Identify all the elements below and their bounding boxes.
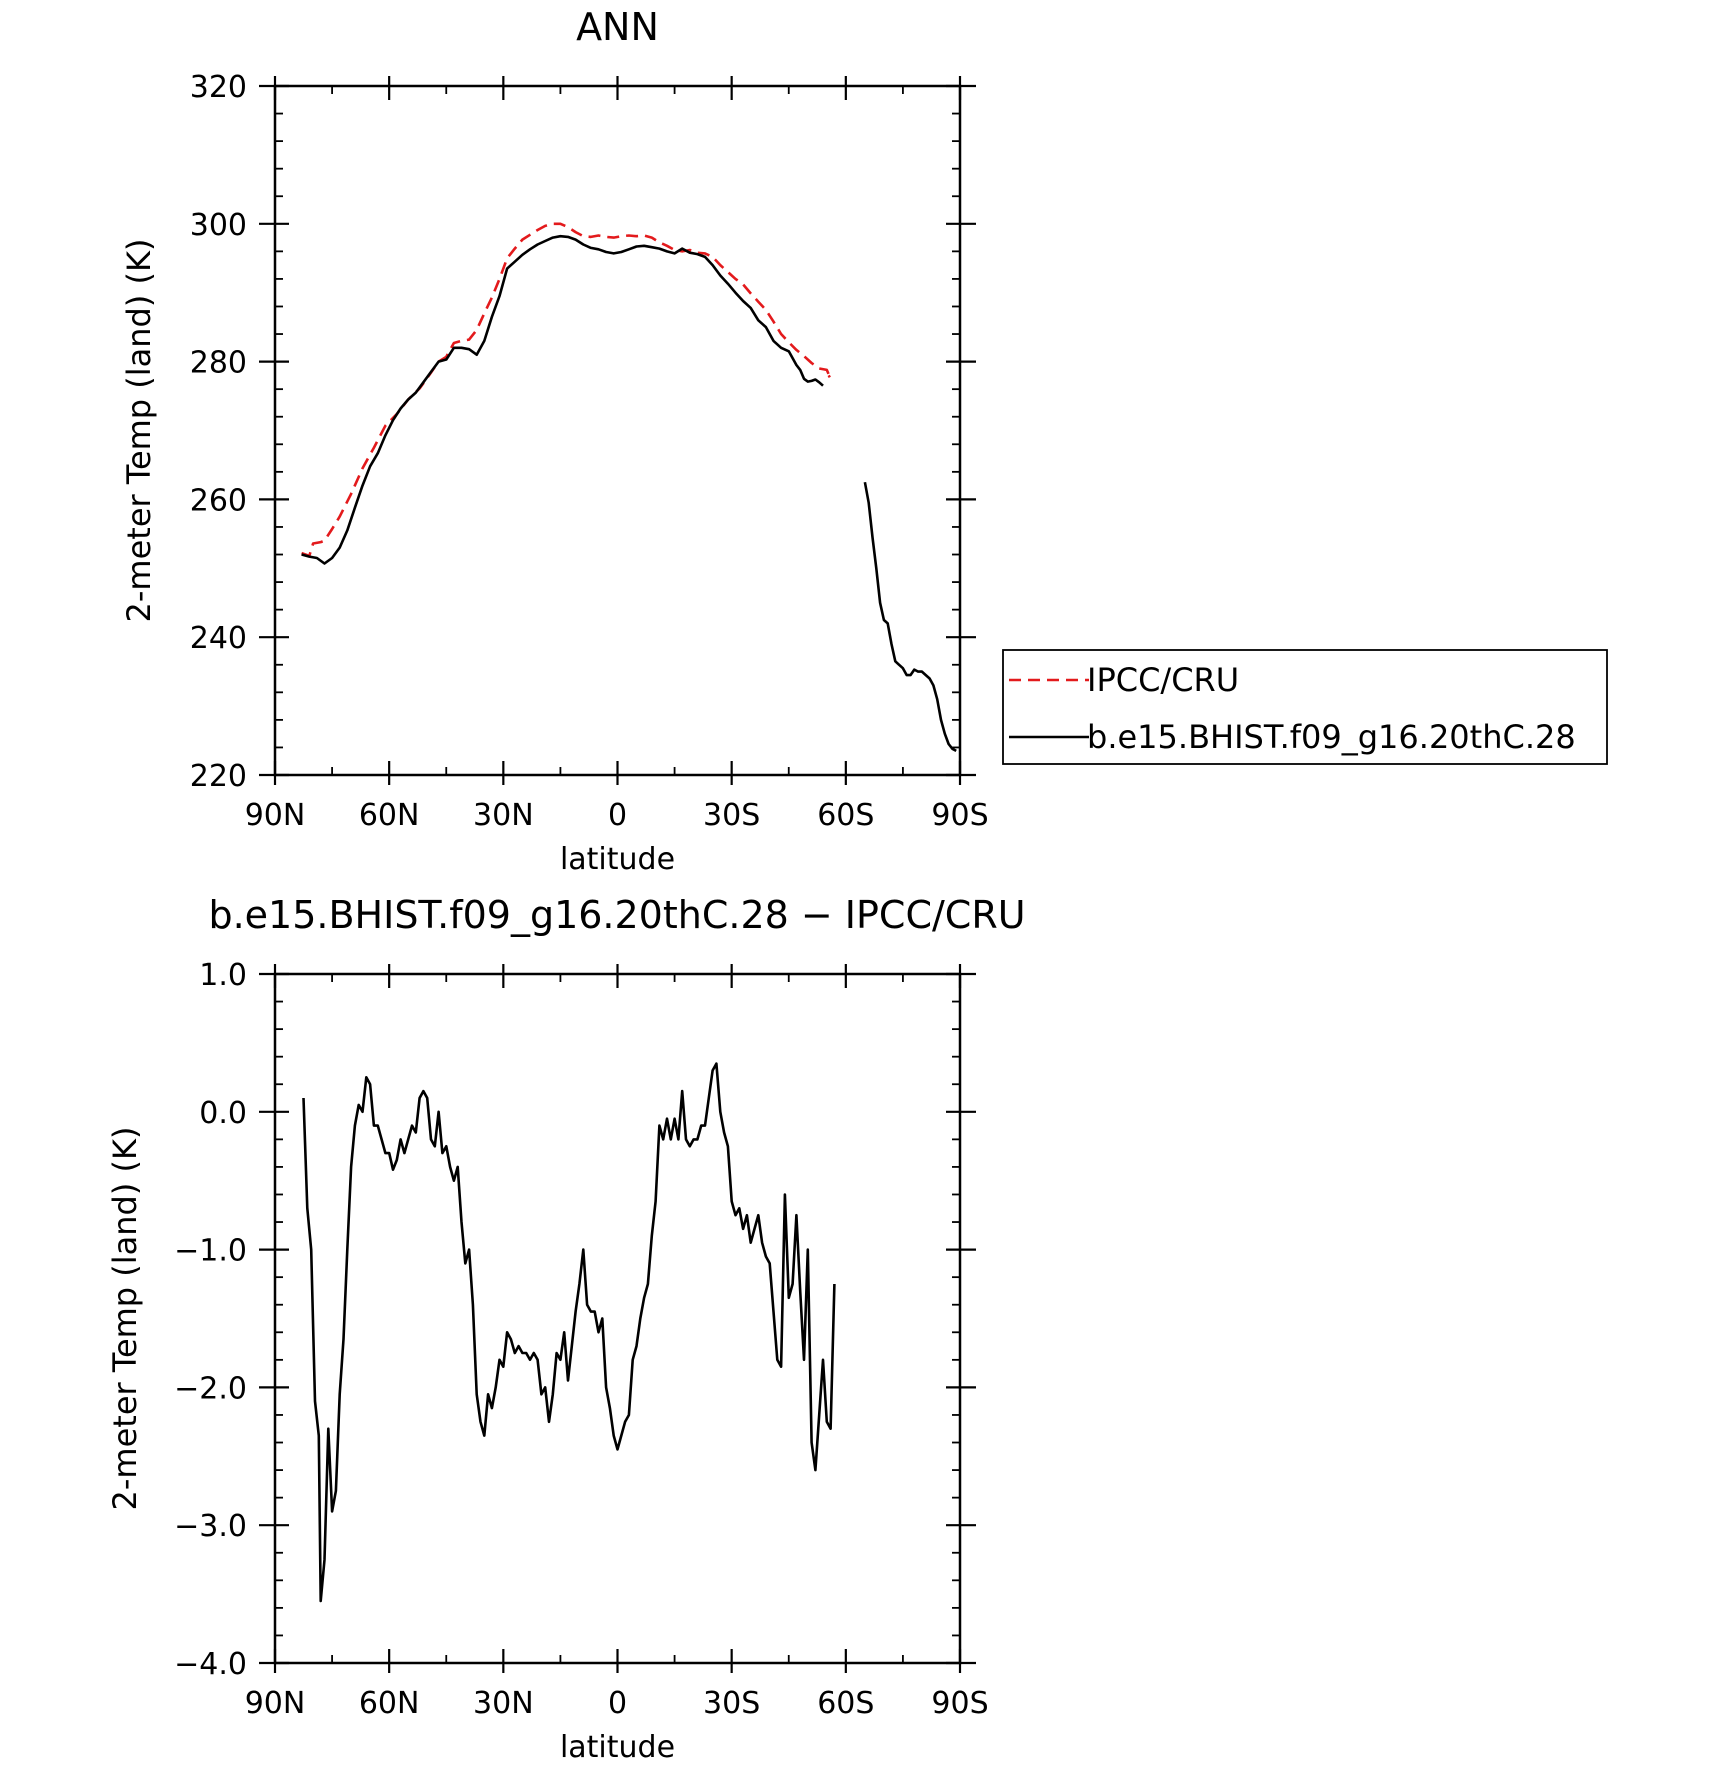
legend: IPCC/CRU b.e15.BHIST.f09_g16.20thC.28 — [1002, 649, 1608, 765]
y-tick-label: −1.0 — [174, 1234, 247, 1269]
y-tick-label: 280 — [190, 346, 247, 381]
x-tick-label: 60S — [817, 798, 874, 833]
series-line-0 — [302, 1062, 836, 1603]
panel-annual-temperature: 90N 60N 30N 0 30S 60S 90S 220 240 260 280 300 320 ANN… — [120, 5, 989, 877]
y-axis-label: 2-meter Temp (land) (K) — [106, 1127, 144, 1511]
x-tick-label: 30S — [703, 1686, 760, 1721]
legend-label: IPCC/CRU — [1087, 661, 1239, 699]
y-tick-label: 220 — [190, 759, 247, 794]
x-tick-label: 30S — [703, 798, 760, 833]
chart-title: b.e15.BHIST.f09_g16.20thC.28 − IPCC/CRU — [208, 893, 1025, 937]
series-line-1 — [301, 234, 824, 565]
y-tick-label: 240 — [190, 621, 247, 656]
y-tick-label: −2.0 — [174, 1371, 247, 1406]
x-tick-label: 90S — [931, 1686, 988, 1721]
x-tick-label: 0 — [608, 1686, 627, 1721]
y-tick-label: −4.0 — [174, 1647, 247, 1682]
series-line-1 — [863, 481, 957, 753]
y-tick-label: 300 — [190, 208, 247, 243]
y-axis-label: 2-meter Temp (land) (K) — [120, 239, 158, 623]
x-tick-label: 30N — [473, 1686, 534, 1721]
legend-box — [1002, 649, 1608, 765]
y-tick-label: 1.0 — [199, 958, 247, 993]
chart-title: ANN — [576, 5, 659, 49]
y-tick-label: 0.0 — [199, 1096, 247, 1131]
panel-temperature-difference: 90N 60N 30N 0 30S 60S 90S −4.0 −3.0 −2.0 −1.0 0.0 1.… — [106, 893, 1026, 1765]
x-tick-label: 60N — [359, 798, 420, 833]
x-tick-label: 90N — [245, 1686, 306, 1721]
x-tick-label: 90S — [931, 798, 988, 833]
plot-frame — [273, 84, 962, 777]
x-tick-label: 90N — [245, 798, 306, 833]
x-axis-label: latitude — [560, 1730, 675, 1765]
series-line-0 — [301, 222, 832, 558]
x-tick-label: 0 — [608, 798, 627, 833]
x-tick-label: 30N — [473, 798, 534, 833]
y-tick-label: −3.0 — [174, 1509, 247, 1544]
y-tick-label: 320 — [190, 70, 247, 105]
x-tick-label: 60S — [817, 1686, 874, 1721]
x-axis-label: latitude — [560, 842, 675, 877]
x-tick-label: 60N — [359, 1686, 420, 1721]
legend-label: b.e15.BHIST.f09_g16.20thC.28 — [1087, 718, 1576, 756]
plot-frame — [273, 972, 962, 1665]
y-tick-label: 260 — [190, 483, 247, 518]
